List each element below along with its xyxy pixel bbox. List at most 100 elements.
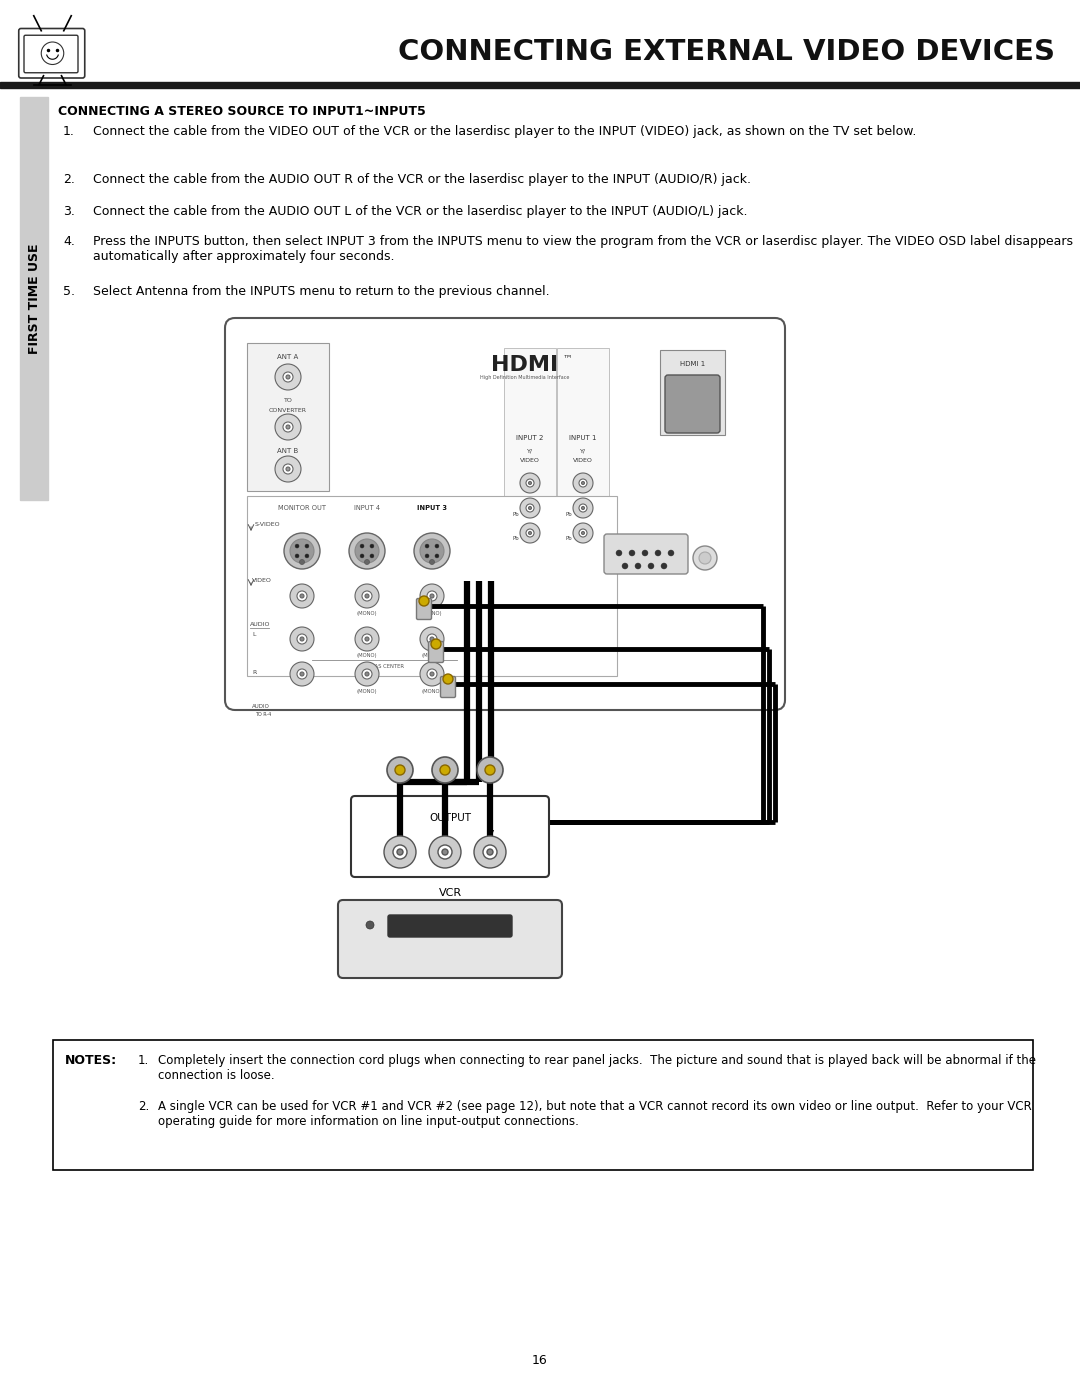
Circle shape	[579, 529, 588, 536]
Text: Connect the cable from the AUDIO OUT L of the VCR or the laserdisc player to the: Connect the cable from the AUDIO OUT L o…	[93, 205, 747, 218]
Text: Connect the cable from the AUDIO OUT R of the VCR or the laserdisc player to the: Connect the cable from the AUDIO OUT R o…	[93, 173, 751, 186]
Text: CONNECTING A STEREO SOURCE TO INPUT1~INPUT5: CONNECTING A STEREO SOURCE TO INPUT1~INP…	[58, 105, 426, 117]
Text: ™: ™	[562, 353, 572, 363]
Circle shape	[442, 849, 448, 855]
Circle shape	[295, 543, 299, 548]
Circle shape	[300, 637, 303, 641]
Circle shape	[355, 584, 379, 608]
Text: Pb: Pb	[566, 536, 572, 542]
Text: (MONO): (MONO)	[356, 610, 377, 616]
Circle shape	[284, 534, 320, 569]
Text: HDMI 1: HDMI 1	[680, 360, 705, 367]
Text: MONITOR OUT: MONITOR OUT	[278, 504, 326, 511]
Circle shape	[427, 669, 437, 679]
Circle shape	[581, 531, 584, 535]
Text: Y/: Y/	[580, 448, 586, 454]
Circle shape	[443, 673, 453, 685]
Circle shape	[370, 543, 374, 548]
Circle shape	[579, 479, 588, 488]
Text: INPUT 2: INPUT 2	[516, 434, 543, 441]
FancyBboxPatch shape	[604, 534, 688, 574]
Circle shape	[355, 539, 379, 563]
FancyBboxPatch shape	[665, 374, 720, 433]
Text: CONNECTING EXTERNAL VIDEO DEVICES: CONNECTING EXTERNAL VIDEO DEVICES	[399, 38, 1055, 66]
Circle shape	[581, 482, 584, 485]
Circle shape	[622, 563, 627, 569]
Circle shape	[654, 550, 661, 556]
Circle shape	[286, 374, 291, 379]
Circle shape	[291, 662, 314, 686]
Circle shape	[519, 474, 540, 493]
Circle shape	[487, 849, 492, 855]
Circle shape	[420, 584, 444, 608]
Circle shape	[286, 467, 291, 471]
Circle shape	[393, 845, 407, 859]
Circle shape	[526, 504, 534, 511]
Text: RS232C: RS232C	[634, 534, 661, 541]
Circle shape	[426, 555, 429, 557]
Text: 4.: 4.	[63, 235, 75, 249]
Text: Select Antenna from the INPUTS menu to return to the previous channel.: Select Antenna from the INPUTS menu to r…	[93, 285, 550, 298]
Bar	[408, 502, 456, 514]
Circle shape	[397, 849, 403, 855]
Circle shape	[355, 627, 379, 651]
Circle shape	[581, 507, 584, 510]
Text: R: R	[252, 669, 256, 675]
Text: 5.: 5.	[63, 285, 75, 298]
Circle shape	[648, 563, 654, 569]
Text: OUTPUT: OUTPUT	[429, 813, 471, 823]
Circle shape	[349, 534, 384, 569]
Text: Y/: Y/	[527, 448, 534, 454]
Circle shape	[579, 504, 588, 511]
Circle shape	[387, 757, 413, 782]
Text: V: V	[486, 830, 494, 840]
FancyBboxPatch shape	[429, 641, 444, 662]
Text: L: L	[252, 631, 256, 637]
Text: 2.: 2.	[63, 173, 75, 186]
Circle shape	[362, 669, 372, 679]
Text: (MONO): (MONO)	[421, 654, 443, 658]
Text: 1.: 1.	[138, 1053, 149, 1067]
Circle shape	[414, 534, 450, 569]
Text: HDMI: HDMI	[491, 355, 558, 374]
Text: Completely insert the connection cord plugs when connecting to rear panel jacks.: Completely insert the connection cord pl…	[158, 1053, 1036, 1083]
Bar	[247, 496, 617, 676]
Circle shape	[440, 766, 450, 775]
Text: INPUT 1: INPUT 1	[569, 434, 597, 441]
FancyBboxPatch shape	[388, 915, 512, 937]
Circle shape	[275, 414, 301, 440]
Text: Press the INPUTS button, then select INPUT 3 from the INPUTS menu to view the pr: Press the INPUTS button, then select INP…	[93, 235, 1074, 263]
Text: L: L	[442, 830, 448, 840]
Text: CONVERTER: CONVERTER	[269, 408, 307, 412]
Text: (MONO): (MONO)	[356, 690, 377, 694]
FancyBboxPatch shape	[338, 900, 562, 978]
Circle shape	[635, 563, 642, 569]
Circle shape	[573, 497, 593, 518]
Circle shape	[365, 672, 369, 676]
Text: FIRST TIME USE: FIRST TIME USE	[27, 243, 41, 353]
Circle shape	[355, 662, 379, 686]
Circle shape	[305, 555, 309, 557]
Circle shape	[420, 539, 444, 563]
Circle shape	[661, 563, 667, 569]
Text: (MONO): (MONO)	[421, 690, 443, 694]
Circle shape	[573, 522, 593, 543]
Circle shape	[438, 845, 453, 859]
FancyBboxPatch shape	[18, 28, 84, 78]
Text: (MONO): (MONO)	[356, 654, 377, 658]
FancyBboxPatch shape	[225, 319, 785, 710]
Text: (MONO): (MONO)	[421, 610, 443, 616]
Circle shape	[297, 669, 307, 679]
Bar	[53, 1039, 1032, 1171]
Circle shape	[395, 766, 405, 775]
Text: TO R-4: TO R-4	[255, 711, 271, 717]
Circle shape	[429, 835, 461, 868]
Text: INPUT 4: INPUT 4	[354, 504, 380, 511]
Circle shape	[642, 550, 648, 556]
Circle shape	[295, 555, 299, 557]
Circle shape	[427, 634, 437, 644]
Text: Pb: Pb	[566, 511, 572, 517]
Bar	[21, 96, 48, 500]
Circle shape	[297, 591, 307, 601]
Circle shape	[283, 422, 293, 432]
